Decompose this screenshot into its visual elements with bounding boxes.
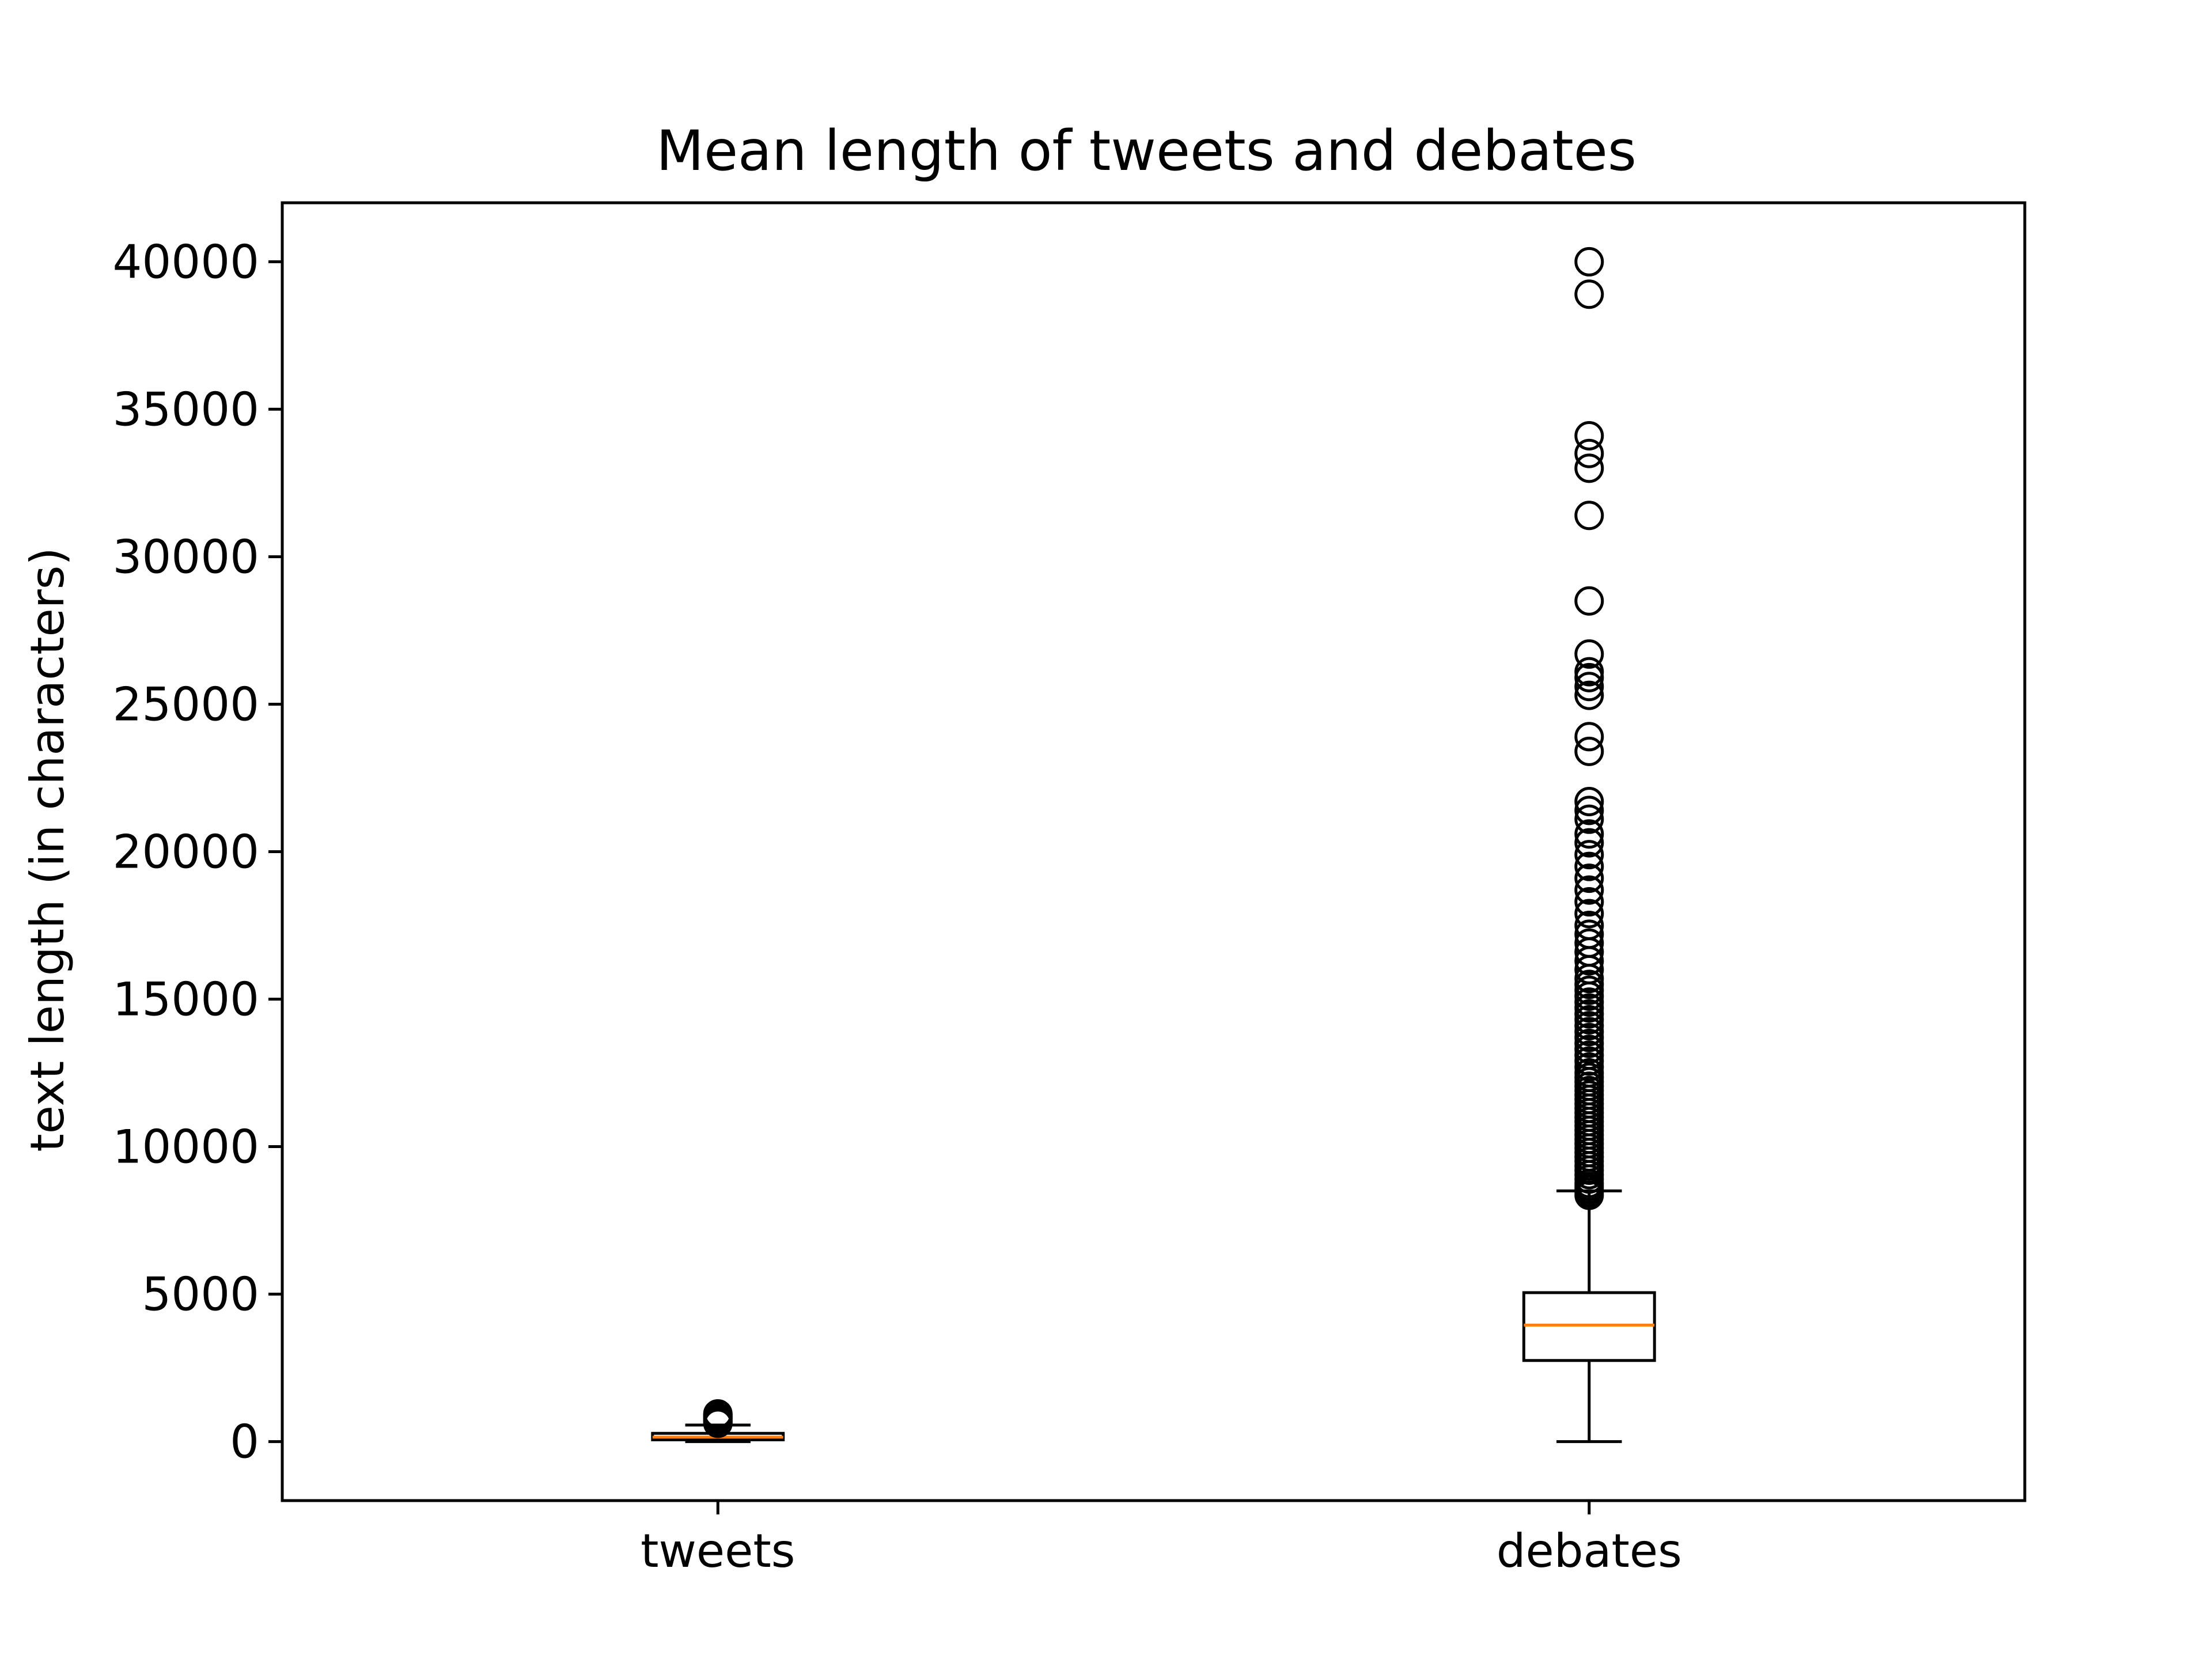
- x-tick-label: tweets: [641, 1524, 795, 1578]
- box-series: [651, 247, 1656, 1444]
- flier-point: [1574, 899, 1604, 929]
- flier-point: [1574, 875, 1604, 905]
- box-body: [1522, 1291, 1656, 1362]
- flier-point: [1574, 672, 1604, 702]
- flier-point: [1574, 928, 1604, 958]
- flier-point: [1574, 586, 1604, 616]
- y-tick-label: 15000: [113, 973, 260, 1027]
- flier-point: [1574, 840, 1604, 870]
- y-tick-label: 40000: [113, 235, 260, 289]
- flier-point: [1574, 887, 1604, 917]
- y-tick-label: 20000: [113, 825, 260, 879]
- flier-point: [1574, 722, 1604, 752]
- x-axis-ticks: tweets debates: [641, 1501, 1682, 1578]
- y-tick-label: 35000: [113, 382, 260, 436]
- flier-point: [1574, 438, 1604, 468]
- flier-point: [1574, 680, 1604, 710]
- box-debates: [1522, 247, 1656, 1444]
- flier-point: [1574, 247, 1604, 276]
- flier-point: [1574, 796, 1604, 825]
- box-tweets: [651, 1399, 785, 1444]
- flier-point: [1574, 279, 1604, 309]
- plot-frame: [281, 201, 2027, 1502]
- flier-point: [1574, 501, 1604, 531]
- y-tick-label: 30000: [113, 530, 260, 584]
- flier-point: [1574, 736, 1604, 766]
- y-axis-label: text length (in characters): [21, 547, 74, 1152]
- y-tick-label: 25000: [113, 677, 260, 731]
- flier-point: [1574, 911, 1604, 941]
- y-tick-label: 0: [230, 1415, 259, 1469]
- flier-point: [1574, 421, 1604, 451]
- flier-point: [1574, 851, 1604, 881]
- flier-point: [1574, 639, 1604, 669]
- y-tick-label: 5000: [142, 1268, 259, 1321]
- flier-point: [703, 1399, 733, 1429]
- flier-point: [1574, 804, 1604, 834]
- chart-title: Mean length of tweets and debates: [656, 119, 1637, 183]
- y-axis-ticks: 0 5000 10000 15000 20000 25000 30000 35000 40000: [113, 235, 282, 1469]
- flier-point: [1574, 828, 1604, 858]
- x-tick-label: debates: [1497, 1524, 1682, 1578]
- flier-point: [1574, 863, 1604, 893]
- flier-point: [1574, 786, 1604, 816]
- y-tick-label: 10000: [113, 1120, 260, 1174]
- flier-point: [1574, 819, 1604, 849]
- flier-point: [1574, 657, 1604, 687]
- flier-point: [1574, 919, 1604, 949]
- flier-point: [1574, 453, 1604, 483]
